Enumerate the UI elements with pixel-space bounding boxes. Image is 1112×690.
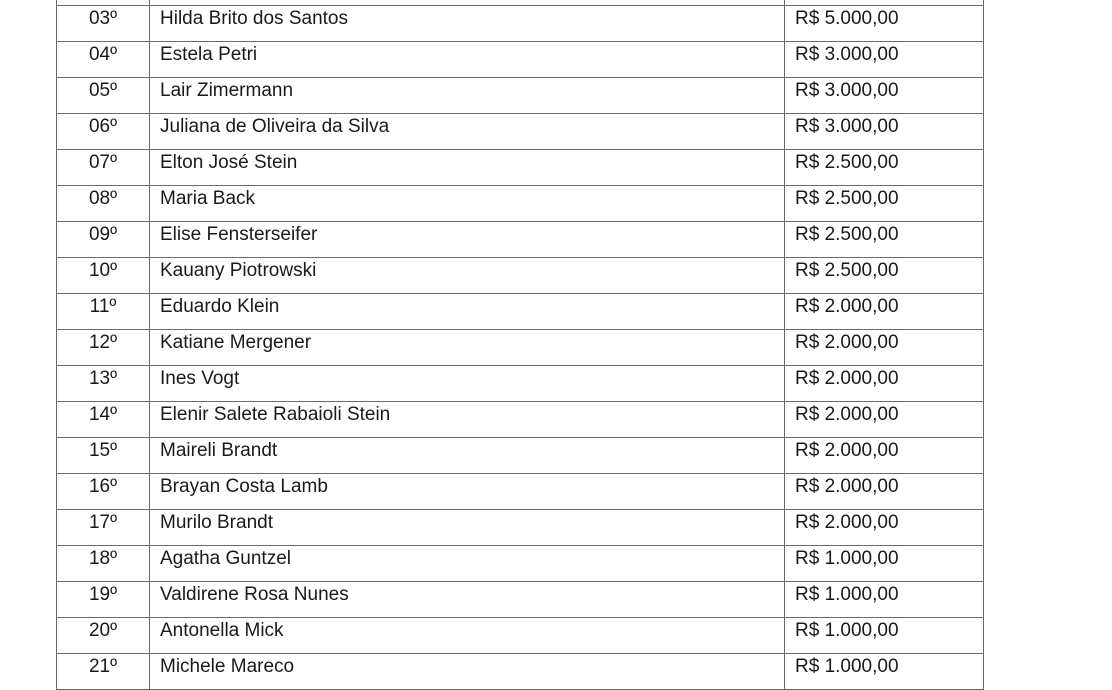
name-cell: Elenir Salete Rabaioli Stein (149, 401, 785, 438)
value-cell: R$ 2.000,00 (784, 473, 984, 510)
table-row: 09º Elise Fensterseifer R$ 2.500,00 (56, 221, 984, 258)
name-cell: Brayan Costa Lamb (149, 473, 785, 510)
position-cell: 07º (56, 149, 150, 186)
value-cell: R$ 2.000,00 (784, 509, 984, 546)
table-row: 19º Valdirene Rosa Nunes R$ 1.000,00 (56, 581, 984, 618)
value-cell: R$ 1.000,00 (784, 545, 984, 582)
position-cell: 06º (56, 113, 150, 150)
value-cell: R$ 2.500,00 (784, 185, 984, 222)
name-cell: Katiane Mergener (149, 329, 785, 366)
position-cell: 09º (56, 221, 150, 258)
position-cell: 12º (56, 329, 150, 366)
position-cell: 10º (56, 257, 150, 294)
table-row: 06º Juliana de Oliveira da Silva R$ 3.000,… (56, 113, 984, 150)
name-cell: Juliana de Oliveira da Silva (149, 113, 785, 150)
table-row: 18º Agatha Guntzel R$ 1.000,00 (56, 545, 984, 582)
value-cell: R$ 2.500,00 (784, 149, 984, 186)
name-cell: Michele Mareco (149, 653, 785, 690)
value-cell: R$ 5.000,00 (784, 5, 984, 42)
value-cell: R$ 1.000,00 (784, 617, 984, 654)
name-cell: Agatha Guntzel (149, 545, 785, 582)
position-cell: 08º (56, 185, 150, 222)
value-cell: R$ 2.500,00 (784, 221, 984, 258)
position-cell: 17º (56, 509, 150, 546)
position-cell: 05º (56, 77, 150, 114)
name-cell: Eduardo Klein (149, 293, 785, 330)
position-cell: 20º (56, 617, 150, 654)
position-cell: 21º (56, 653, 150, 690)
position-cell: 18º (56, 545, 150, 582)
value-cell: R$ 2.500,00 (784, 257, 984, 294)
name-cell: Elise Fensterseifer (149, 221, 785, 258)
table-body: 03º Hilda Brito dos Santos R$ 5.000,00 04º E… (56, 0, 984, 690)
position-cell: 14º (56, 401, 150, 438)
value-cell: R$ 2.000,00 (784, 293, 984, 330)
table-row: 05º Lair Zimermann R$ 3.000,00 (56, 77, 984, 114)
value-cell: R$ 3.000,00 (784, 77, 984, 114)
name-cell: Lair Zimermann (149, 77, 785, 114)
table-row: 14º Elenir Salete Rabaioli Stein R$ 2.000,… (56, 401, 984, 438)
value-cell: R$ 1.000,00 (784, 653, 984, 690)
table-row: 11º Eduardo Klein R$ 2.000,00 (56, 293, 984, 330)
name-cell: Maireli Brandt (149, 437, 785, 474)
name-cell: Valdirene Rosa Nunes (149, 581, 785, 618)
table-row: 12º Katiane Mergener R$ 2.000,00 (56, 329, 984, 366)
table-row: 10º Kauany Piotrowski R$ 2.500,00 (56, 257, 984, 294)
position-cell: 16º (56, 473, 150, 510)
name-cell: Murilo Brandt (149, 509, 785, 546)
name-cell: Maria Back (149, 185, 785, 222)
table-row: 07º Elton José Stein R$ 2.500,00 (56, 149, 984, 186)
table-row: 16º Brayan Costa Lamb R$ 2.000,00 (56, 473, 984, 510)
name-cell: Estela Petri (149, 41, 785, 78)
position-cell: 04º (56, 41, 150, 78)
value-cell: R$ 3.000,00 (784, 113, 984, 150)
table-row: 08º Maria Back R$ 2.500,00 (56, 185, 984, 222)
name-cell: Elton José Stein (149, 149, 785, 186)
position-cell: 11º (56, 293, 150, 330)
value-cell: R$ 2.000,00 (784, 437, 984, 474)
ranking-table: 03º Hilda Brito dos Santos R$ 5.000,00 04º E… (56, 0, 984, 690)
position-cell: 03º (56, 5, 150, 42)
table-row: 17º Murilo Brandt R$ 2.000,00 (56, 509, 984, 546)
table-row: 21º Michele Mareco R$ 1.000,00 (56, 653, 984, 690)
table-row: 20º Antonella Mick R$ 1.000,00 (56, 617, 984, 654)
table-row: 15º Maireli Brandt R$ 2.000,00 (56, 437, 984, 474)
value-cell: R$ 1.000,00 (784, 581, 984, 618)
table-row: 13º Ines Vogt R$ 2.000,00 (56, 365, 984, 402)
value-cell: R$ 2.000,00 (784, 401, 984, 438)
name-cell: Antonella Mick (149, 617, 785, 654)
name-cell: Ines Vogt (149, 365, 785, 402)
table-row: 04º Estela Petri R$ 3.000,00 (56, 41, 984, 78)
value-cell: R$ 2.000,00 (784, 365, 984, 402)
name-cell: Kauany Piotrowski (149, 257, 785, 294)
position-cell: 15º (56, 437, 150, 474)
value-cell: R$ 2.000,00 (784, 329, 984, 366)
name-cell: Hilda Brito dos Santos (149, 5, 785, 42)
position-cell: 19º (56, 581, 150, 618)
table-row: 03º Hilda Brito dos Santos R$ 5.000,00 (56, 5, 984, 42)
value-cell: R$ 3.000,00 (784, 41, 984, 78)
position-cell: 13º (56, 365, 150, 402)
